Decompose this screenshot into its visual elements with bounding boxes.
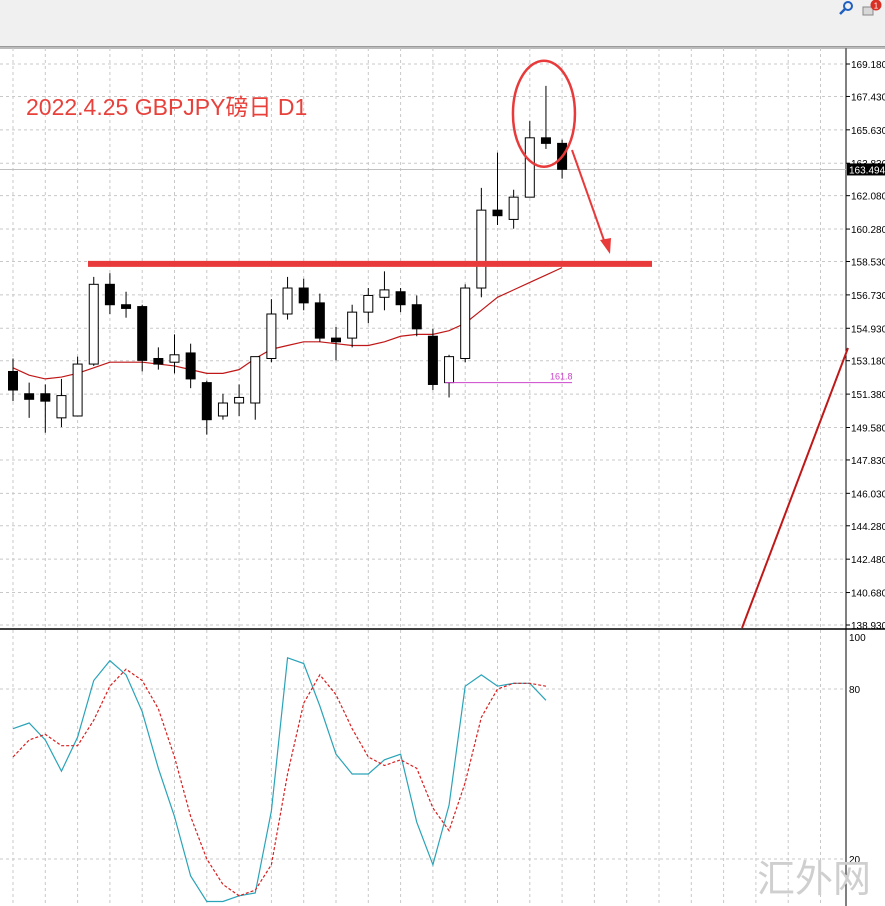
candle xyxy=(24,382,35,418)
candle xyxy=(427,328,438,391)
price-tick-label: 165.630 xyxy=(851,126,885,137)
price-tick-label: 162.080 xyxy=(851,192,885,203)
candle xyxy=(331,326,341,361)
stochastic-tick-label: 80 xyxy=(849,685,861,696)
price-tick-label: 169.180 xyxy=(851,60,885,71)
candle xyxy=(266,299,277,363)
candle xyxy=(104,273,115,314)
price-tick-label: 146.030 xyxy=(851,489,885,500)
projection-line xyxy=(741,347,849,629)
price-tick-label: 144.280 xyxy=(851,522,885,533)
price-tick-label: 167.430 xyxy=(851,92,885,103)
price-axis: 169.180167.430165.630163.830162.080160.2… xyxy=(846,60,885,632)
stochastic-tick-label: 20 xyxy=(849,855,861,866)
annotations-layer: 161.8 xyxy=(88,59,849,629)
moving-average-layer xyxy=(12,267,563,380)
current-price-label: 163.494 xyxy=(847,163,885,176)
candle xyxy=(250,356,261,420)
stochastic-tick-label: 100 xyxy=(849,633,866,644)
notification-icon[interactable]: 1 xyxy=(862,0,882,16)
price-tick-label: 158.530 xyxy=(851,258,885,269)
price-tick-label: 151.380 xyxy=(851,390,885,401)
price-tick-label: 154.930 xyxy=(851,324,885,335)
candle xyxy=(234,384,245,416)
toolbar: 1 xyxy=(0,0,885,47)
candle xyxy=(121,291,132,318)
stochastic-lines-layer xyxy=(12,657,547,903)
svg-text:1: 1 xyxy=(874,2,879,11)
stochastic-grid xyxy=(0,630,846,906)
candle xyxy=(411,295,422,337)
stochastic-main-line xyxy=(12,657,547,903)
toolbar-icons: 1 xyxy=(839,0,882,16)
candle xyxy=(72,356,83,417)
candle xyxy=(347,304,358,348)
candle xyxy=(8,358,18,402)
candles-layer xyxy=(8,85,568,435)
fibonacci-line: 161.8 xyxy=(445,372,573,384)
price-tick-label: 138.930 xyxy=(851,621,885,632)
price-tick-label: 153.180 xyxy=(851,357,885,368)
price-tick-label: 142.480 xyxy=(851,555,885,566)
candle xyxy=(314,293,325,342)
candle xyxy=(153,347,164,370)
price-tick-label: 156.730 xyxy=(851,291,885,302)
candle xyxy=(56,378,67,428)
candle xyxy=(298,278,309,311)
chart-title: 2022.4.25 GBPJPY磅日 D1 xyxy=(26,94,307,120)
candle xyxy=(88,276,99,366)
svg-text:163.494: 163.494 xyxy=(849,165,885,176)
watermark: 汇外网 xyxy=(757,857,871,901)
candle xyxy=(379,271,390,311)
candle xyxy=(363,288,374,324)
candle xyxy=(282,276,293,320)
candle xyxy=(492,152,503,225)
candle xyxy=(524,121,535,198)
candle xyxy=(137,304,148,372)
candle xyxy=(185,343,196,389)
candle xyxy=(476,187,487,298)
stochastic-axis: 100 80 20 xyxy=(849,633,866,866)
price-tick-label: 147.830 xyxy=(851,456,885,467)
main-panel xyxy=(0,48,885,628)
candle xyxy=(540,85,551,149)
moving-average-line xyxy=(12,267,563,380)
candle xyxy=(40,384,51,433)
price-tick-label: 149.580 xyxy=(851,423,885,434)
price-tick-label: 140.680 xyxy=(851,589,885,600)
price-tick-label: 160.280 xyxy=(851,225,885,236)
highlight-circle xyxy=(511,59,577,168)
search-icon[interactable] xyxy=(839,1,853,15)
candle xyxy=(169,334,180,374)
main-grid xyxy=(0,47,885,906)
down-arrow xyxy=(571,149,611,254)
candle xyxy=(395,288,406,313)
candle xyxy=(217,393,228,420)
candle xyxy=(508,189,519,229)
stochastic-signal-line xyxy=(12,668,547,897)
fibonacci-label: 161.8 xyxy=(550,372,573,382)
candle xyxy=(460,284,471,363)
candle xyxy=(201,380,212,435)
